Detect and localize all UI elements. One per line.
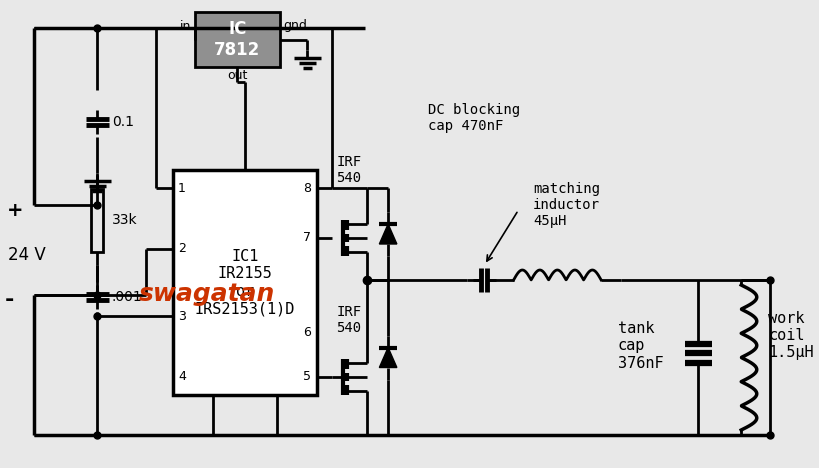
Text: gnd: gnd — [283, 20, 306, 32]
Text: 7: 7 — [303, 231, 311, 244]
Text: 4: 4 — [178, 371, 186, 383]
Text: 3: 3 — [178, 310, 186, 323]
Text: work
coil
1.5μH: work coil 1.5μH — [767, 311, 813, 360]
Text: out: out — [228, 69, 247, 82]
Text: 8: 8 — [303, 182, 311, 195]
Bar — [92, 189, 103, 251]
Text: IRF
540: IRF 540 — [336, 305, 361, 335]
Text: 1: 1 — [178, 182, 186, 195]
Text: 24 V: 24 V — [7, 246, 46, 264]
Text: 2: 2 — [178, 242, 186, 255]
Text: -: - — [5, 290, 14, 310]
Bar — [173, 170, 317, 395]
Text: .001: .001 — [111, 290, 143, 304]
Bar — [194, 12, 280, 67]
Text: IRF
540: IRF 540 — [336, 155, 361, 185]
Text: matching
inductor
45μH: matching inductor 45μH — [532, 182, 600, 228]
Text: +: + — [7, 200, 23, 219]
Polygon shape — [379, 224, 396, 244]
Text: IC
7812: IC 7812 — [214, 20, 260, 59]
Text: tank
cap
376nF: tank cap 376nF — [617, 321, 663, 371]
Text: in: in — [180, 20, 192, 32]
Text: swagatan: swagatan — [139, 282, 275, 306]
Text: IC1
IR2155
or
IRS2153(1)D: IC1 IR2155 or IRS2153(1)D — [195, 249, 295, 316]
Text: DC blocking
cap 470nF: DC blocking cap 470nF — [428, 103, 519, 133]
Text: 6: 6 — [303, 326, 311, 338]
Text: 0.1: 0.1 — [111, 115, 133, 129]
Polygon shape — [379, 348, 396, 367]
Text: 5: 5 — [303, 371, 311, 383]
Text: 33k: 33k — [111, 213, 138, 227]
